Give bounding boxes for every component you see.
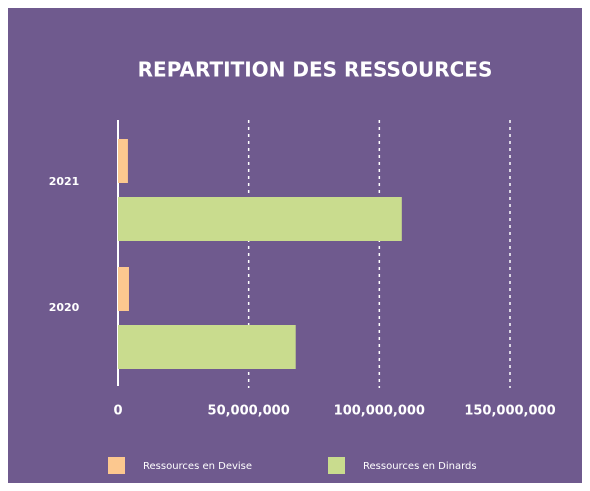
x-tick-label: 50,000,000 <box>208 404 290 419</box>
x-tick-label: 0 <box>113 404 122 419</box>
legend-label: Ressources en Devise <box>143 461 252 472</box>
bar <box>118 197 402 241</box>
legend-swatch <box>108 457 125 474</box>
legend-label: Ressources en Dinards <box>363 461 477 472</box>
bar <box>118 139 128 183</box>
bar <box>118 267 129 311</box>
y-tick-label: 2021 <box>49 175 80 188</box>
x-tick-label: 100,000,000 <box>334 404 425 419</box>
legend-swatch <box>328 457 345 474</box>
x-tick-label: 150,000,000 <box>464 404 555 419</box>
bar <box>118 325 296 369</box>
panel <box>8 8 582 483</box>
chart-title: REPARTITION DES RESSOURCES <box>138 58 493 82</box>
y-tick-label: 2020 <box>49 301 80 314</box>
